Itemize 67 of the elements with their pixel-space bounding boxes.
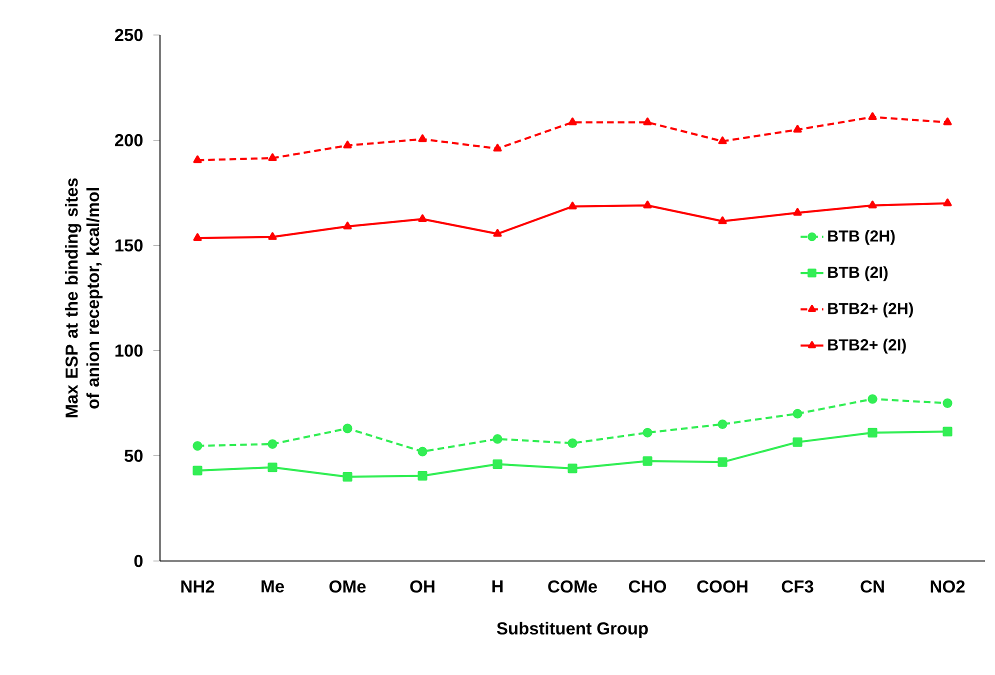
x-tick-label: COMe xyxy=(548,580,597,593)
point xyxy=(868,428,878,438)
point xyxy=(643,200,652,208)
y-tick-label: 0 xyxy=(134,554,143,568)
point xyxy=(868,112,877,120)
point xyxy=(193,155,202,164)
point xyxy=(268,462,278,472)
x-tick-label: CHO xyxy=(628,580,666,593)
point xyxy=(643,118,652,126)
point xyxy=(268,153,277,162)
point xyxy=(943,198,952,206)
point xyxy=(793,124,802,133)
point xyxy=(342,424,352,434)
point xyxy=(192,466,202,476)
point xyxy=(418,214,427,222)
point xyxy=(418,470,428,481)
x-tick-label: Me xyxy=(262,580,284,592)
point xyxy=(342,472,352,482)
point xyxy=(193,233,202,241)
x-tick-label: CN xyxy=(860,580,884,593)
point xyxy=(268,232,277,240)
x-axis-title: Substituent Group xyxy=(496,622,648,638)
x-tick-label: OMe xyxy=(329,580,366,593)
point xyxy=(718,216,727,224)
point xyxy=(793,208,802,216)
point xyxy=(343,140,352,148)
point xyxy=(268,439,278,449)
point xyxy=(493,144,502,152)
point xyxy=(868,394,878,404)
legend-label: BTB (2I) xyxy=(828,266,888,282)
point xyxy=(418,446,428,456)
y-tick-label: 100 xyxy=(115,344,143,357)
point xyxy=(568,438,578,448)
y-axis-title: Max ESP at the binding sites of anion receptor, kcal/mol xyxy=(65,178,103,418)
y-tick-label: 200 xyxy=(114,134,143,146)
legend-label: BTB2+ (2H) xyxy=(828,302,913,318)
point xyxy=(492,434,502,444)
x-tick-label: COOH xyxy=(697,580,748,593)
point xyxy=(418,134,427,142)
point xyxy=(718,419,728,430)
y-tick-label: 50 xyxy=(124,450,143,462)
y-tick-label: 250 xyxy=(114,28,143,42)
point xyxy=(642,428,652,438)
point xyxy=(942,398,952,408)
point xyxy=(493,229,502,237)
point xyxy=(568,202,577,210)
point xyxy=(642,456,652,466)
legend-label: BTB (2H) xyxy=(828,230,895,245)
x-tick-label: CF3 xyxy=(782,580,814,593)
point xyxy=(718,136,727,144)
point xyxy=(792,408,802,419)
legend-label: BTB2+ (2I) xyxy=(828,338,906,354)
x-tick-label: NO2 xyxy=(930,580,965,593)
x-tick-label: H xyxy=(492,580,503,592)
y-tick-label: 150 xyxy=(115,239,143,252)
point xyxy=(343,222,352,230)
point xyxy=(568,464,578,474)
x-tick-label: OH xyxy=(410,580,434,593)
point xyxy=(192,441,202,451)
point xyxy=(792,437,802,447)
point xyxy=(942,426,952,436)
point xyxy=(868,200,877,208)
point xyxy=(492,459,502,470)
x-tick-label: NH2 xyxy=(181,580,214,592)
point xyxy=(568,118,577,126)
point xyxy=(718,457,728,467)
point xyxy=(943,118,952,126)
